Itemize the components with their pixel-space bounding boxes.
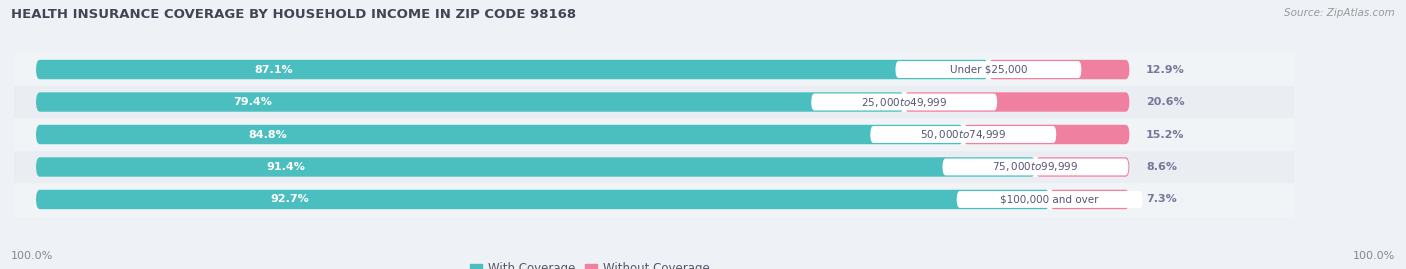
FancyBboxPatch shape [37, 125, 1129, 144]
FancyBboxPatch shape [37, 92, 904, 112]
FancyBboxPatch shape [904, 92, 1129, 112]
FancyBboxPatch shape [37, 157, 1129, 177]
Text: 12.9%: 12.9% [1146, 65, 1185, 75]
FancyBboxPatch shape [963, 125, 1129, 144]
Text: $100,000 and over: $100,000 and over [1001, 194, 1099, 204]
FancyBboxPatch shape [37, 92, 1129, 112]
Text: $75,000 to $99,999: $75,000 to $99,999 [993, 161, 1078, 174]
Text: 20.6%: 20.6% [1146, 97, 1184, 107]
FancyBboxPatch shape [988, 60, 1129, 79]
Text: 79.4%: 79.4% [233, 97, 273, 107]
Text: $25,000 to $49,999: $25,000 to $49,999 [860, 95, 948, 108]
Text: 100.0%: 100.0% [11, 251, 53, 261]
Legend: With Coverage, Without Coverage: With Coverage, Without Coverage [465, 258, 714, 269]
Bar [14, 118, 1294, 151]
Text: 15.2%: 15.2% [1146, 129, 1184, 140]
FancyBboxPatch shape [37, 60, 1129, 79]
Text: 7.3%: 7.3% [1146, 194, 1177, 204]
FancyBboxPatch shape [37, 60, 988, 79]
Bar [14, 53, 1294, 86]
FancyBboxPatch shape [811, 94, 997, 111]
Text: Under $25,000: Under $25,000 [949, 65, 1028, 75]
Text: 8.6%: 8.6% [1146, 162, 1177, 172]
FancyBboxPatch shape [37, 190, 1129, 209]
Text: 87.1%: 87.1% [254, 65, 294, 75]
FancyBboxPatch shape [956, 191, 1143, 208]
Text: $50,000 to $74,999: $50,000 to $74,999 [920, 128, 1007, 141]
FancyBboxPatch shape [1035, 157, 1129, 177]
FancyBboxPatch shape [37, 157, 1035, 177]
FancyBboxPatch shape [37, 190, 1050, 209]
Text: 91.4%: 91.4% [266, 162, 305, 172]
Text: HEALTH INSURANCE COVERAGE BY HOUSEHOLD INCOME IN ZIP CODE 98168: HEALTH INSURANCE COVERAGE BY HOUSEHOLD I… [11, 8, 576, 21]
Text: 92.7%: 92.7% [270, 194, 309, 204]
FancyBboxPatch shape [870, 126, 1056, 143]
Bar [14, 151, 1294, 183]
FancyBboxPatch shape [1050, 190, 1129, 209]
FancyBboxPatch shape [896, 61, 1081, 78]
Bar [14, 86, 1294, 118]
FancyBboxPatch shape [942, 158, 1129, 175]
Text: 84.8%: 84.8% [249, 129, 287, 140]
Bar [14, 183, 1294, 216]
FancyBboxPatch shape [37, 125, 963, 144]
Text: 100.0%: 100.0% [1353, 251, 1395, 261]
Text: Source: ZipAtlas.com: Source: ZipAtlas.com [1284, 8, 1395, 18]
